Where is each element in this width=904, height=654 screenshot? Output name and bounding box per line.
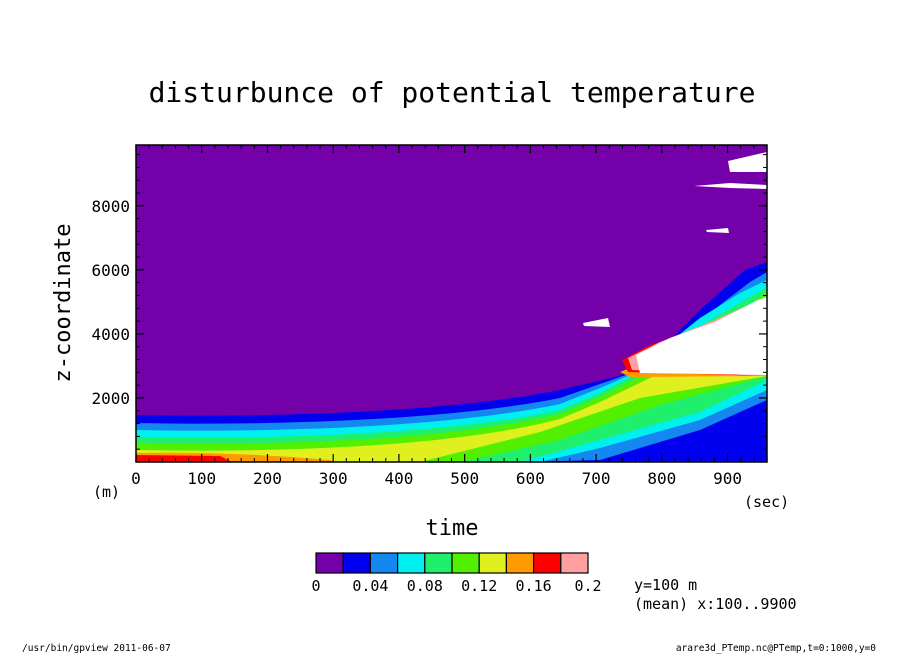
- y-axis-label: z-coordinate: [51, 224, 76, 383]
- x-tick-label: 900: [713, 469, 742, 488]
- colorbar-swatch: [532, 552, 562, 574]
- colorbar-swatch: [505, 552, 535, 574]
- contour-bands: [136, 152, 767, 462]
- colorbar-label: 0: [311, 577, 320, 595]
- x-tick-label: 0: [131, 469, 141, 488]
- y-tick-label: 8000: [91, 197, 130, 216]
- x-tick-label: 100: [187, 469, 216, 488]
- x-axis-label: time: [426, 516, 479, 541]
- colorbar-swatch: [342, 552, 372, 574]
- colorbar-swatch: [369, 552, 399, 574]
- colorbar-label: 0.04: [352, 577, 388, 595]
- colorbar-label: 0.2: [574, 577, 601, 595]
- contour-band: [694, 183, 767, 189]
- footer-right: arare3d_PTemp.nc@PTemp,t=0:1000,y=0: [676, 643, 876, 654]
- colorbar: 0 0.04 0.08 0.12 0.16 0.2: [311, 552, 602, 595]
- x-tick-label: 200: [253, 469, 282, 488]
- x-tick-label: 500: [450, 469, 479, 488]
- x-tick-label: 800: [647, 469, 676, 488]
- contour-band: [136, 292, 767, 462]
- plot-area: 0 100 200 300 400 500 600 700 800 900 2000 4000 600…: [91, 144, 768, 488]
- y-axis-ticks: 2000 4000 6000 8000: [91, 154, 767, 450]
- y-tick-label: 2000: [91, 389, 130, 408]
- footer-left: /usr/bin/gpview 2011-06-07: [22, 643, 171, 654]
- chart-title: disturbunce of potential temperature: [149, 76, 756, 109]
- y-tick-label: 4000: [91, 325, 130, 344]
- colorbar-swatch: [560, 552, 589, 574]
- y-axis-unit: (m): [93, 483, 120, 501]
- colorbar-swatch: [424, 552, 453, 574]
- contour-band: [636, 297, 767, 375]
- x-tick-label: 400: [384, 469, 413, 488]
- colorbar-swatch: [397, 552, 426, 574]
- x-axis-unit: (sec): [744, 493, 789, 511]
- x-tick-label: 300: [319, 469, 348, 488]
- colorbar-swatch: [478, 552, 508, 574]
- colorbar-label: 0.16: [516, 577, 552, 595]
- annotation-mean-range: (mean) x:100..9900: [634, 595, 797, 613]
- y-tick-label: 6000: [91, 261, 130, 280]
- x-axis-ticks: 0 100 200 300 400 500 600 700 800 900: [131, 145, 755, 488]
- colorbar-swatch: [315, 552, 344, 574]
- x-tick-label: 600: [516, 469, 545, 488]
- x-tick-label: 700: [582, 469, 611, 488]
- contour-band: [706, 228, 729, 233]
- colorbar-label: 0.08: [407, 577, 443, 595]
- contour-band: [728, 152, 767, 172]
- colorbar-swatch: [451, 552, 480, 574]
- colorbar-label: 0.12: [461, 577, 497, 595]
- contour-band: [583, 318, 610, 327]
- annotation-y-position: y=100 m: [634, 576, 697, 594]
